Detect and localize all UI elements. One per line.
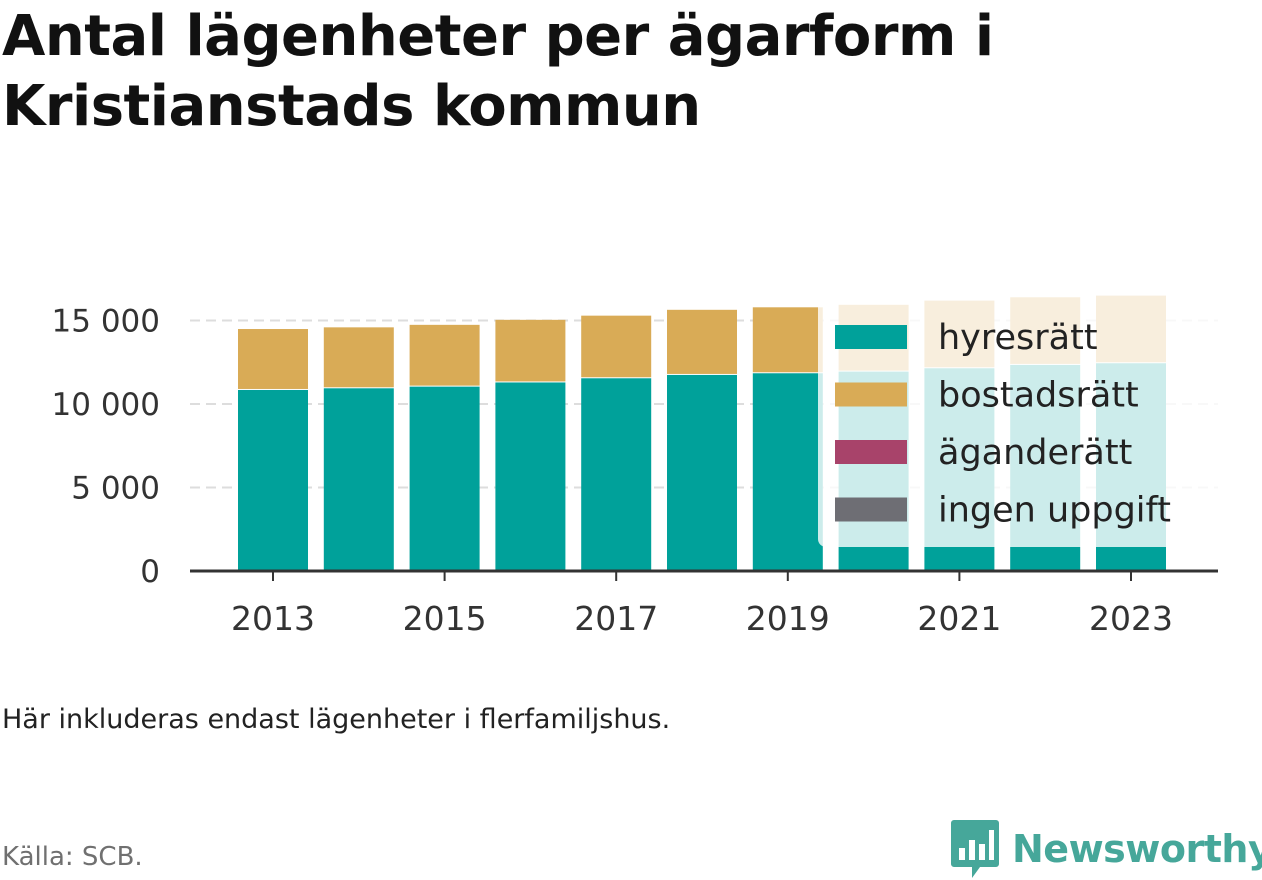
bar-segment [323, 327, 394, 388]
bar-segment [581, 378, 652, 571]
bar-segment [752, 373, 823, 571]
legend: hyresrätt bostadsrätt äganderätt ingen uppg… [818, 295, 1230, 547]
legend-background [818, 295, 1230, 547]
bar-segment [238, 389, 308, 571]
legend-swatch [835, 325, 907, 349]
bar-segment [667, 309, 737, 374]
legend-swatch [835, 440, 907, 464]
bar-segment [752, 307, 823, 373]
bar-segment [238, 329, 308, 389]
x-tick-label: 2013 [231, 599, 315, 638]
legend-label: ingen uppgift [938, 491, 1171, 531]
chart-note: Här inkluderas endast lägenheter i flerf… [2, 704, 671, 735]
bar-segment [495, 382, 566, 571]
legend-swatch [835, 497, 907, 522]
x-tick-label: 2019 [746, 599, 830, 638]
y-axis-labels: 0 5 000 10 000 15 000 [52, 304, 160, 591]
y-tick-label: 5 000 [71, 471, 160, 507]
source-text: Källa: SCB. [2, 842, 143, 872]
x-tick-label: 2023 [1089, 599, 1173, 638]
legend-swatch [835, 382, 907, 407]
bar-chart-icon [951, 820, 999, 878]
brand-name: Newsworthy [1012, 827, 1262, 871]
legend-label: hyresrätt [938, 318, 1098, 358]
bar-segment [667, 374, 737, 571]
bar-segment [409, 386, 480, 571]
x-axis [190, 569, 1218, 581]
x-axis-labels: 2013 2015 2017 2019 2021 2023 [231, 599, 1173, 638]
bar-segment [495, 319, 566, 382]
y-tick-label: 15 000 [52, 304, 160, 340]
x-tick-label: 2021 [917, 599, 1001, 638]
x-tick-label: 2017 [574, 599, 658, 638]
chart-title: Antal lägenheter per ägarform i Kristian… [2, 4, 994, 139]
bar-segment [581, 315, 652, 378]
bar-segment [323, 388, 394, 571]
y-tick-label: 0 [140, 554, 160, 590]
legend-label: äganderätt [938, 433, 1132, 473]
y-tick-label: 10 000 [52, 387, 160, 423]
x-tick-label: 2015 [403, 599, 487, 638]
legend-label: bostadsrätt [938, 376, 1139, 416]
bar-segment [409, 324, 480, 386]
newsworthy-logo[interactable]: Newsworthy [950, 818, 1262, 880]
